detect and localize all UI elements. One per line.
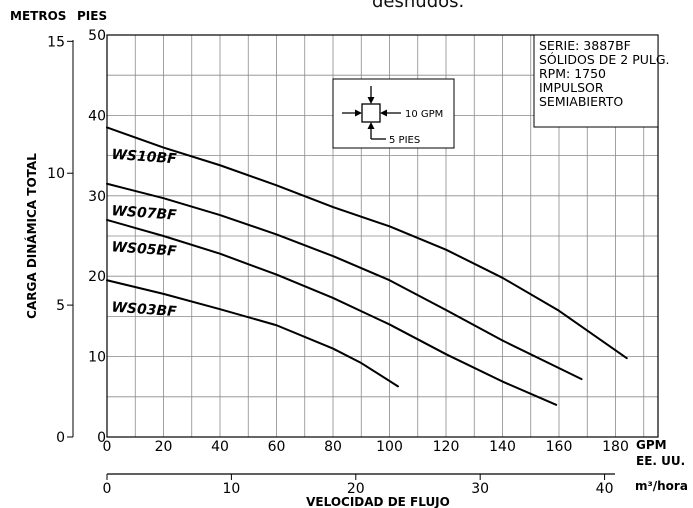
legend-head-label: 5 PIES [389, 135, 420, 146]
x-tick-m3: 0 [103, 481, 112, 497]
gpm-unit-label: GPM [636, 438, 667, 452]
series-label-ws05bf: WS05BF [111, 239, 178, 260]
scale-square [361, 103, 381, 123]
x-tick-m3: 40 [596, 481, 614, 497]
x-tick-m3: 20 [347, 481, 365, 497]
info-line-4: IMPULSOR [539, 80, 604, 95]
y-tick-meters: 15 [47, 34, 65, 50]
arrow-right-icon [355, 109, 362, 117]
x-tick-gpm: 20 [155, 439, 173, 455]
series-label-ws10bf: WS10BF [111, 147, 178, 168]
x-tick-gpm: 160 [546, 439, 573, 455]
y-tick-feet: 20 [88, 269, 106, 285]
y-tick-meters: 10 [47, 166, 65, 182]
y-tick-feet: 10 [88, 350, 106, 366]
arrow-down-icon [367, 97, 375, 104]
info-line-2: SÓLIDOS DE 2 PULG. [539, 52, 670, 67]
arrow-up-icon [367, 122, 375, 129]
y-tick-feet: 0 [97, 430, 106, 446]
arrow-left-icon [380, 109, 387, 117]
info-line-1: SERIE: 3887BF [539, 38, 631, 53]
series-line-ws07bf [106, 182, 583, 381]
x-tick-gpm: 60 [268, 439, 286, 455]
series-label-ws03bf: WS03BF [111, 300, 178, 321]
x-tick-gpm: 120 [433, 439, 460, 455]
info-line-5: SEMIABIERTO [539, 94, 623, 109]
series-line-ws03bf [106, 279, 399, 388]
y-tick-meters: 0 [56, 430, 65, 446]
curve-layer: WS10BF WS07BF WS05BF WS03BF [106, 126, 628, 406]
x-tick-gpm: 140 [489, 439, 516, 455]
meters-axis-title: METROS [10, 9, 66, 23]
grid-layer [107, 35, 658, 437]
x-tick-gpm: 0 [103, 439, 112, 455]
scale-legend-box: 10 GPM 5 PIES [332, 78, 455, 149]
gpm-unit-sublabel: EE. UU. [636, 454, 685, 468]
y-tick-feet: 30 [88, 189, 106, 205]
y-tick-feet: 50 [88, 28, 106, 44]
series-line-ws05bf [106, 218, 558, 406]
legend-flow-label: 10 GPM [405, 109, 443, 120]
y-axis-label: CARGA DINÁMICA TOTAL [24, 153, 39, 319]
plot-frame [106, 34, 659, 438]
x-tick-gpm: 80 [324, 439, 342, 455]
pump-info-box: SERIE: 3887BF SÓLIDOS DE 2 PULG. RPM: 17… [533, 34, 670, 128]
series-line-ws10bf [106, 126, 628, 360]
x-axis-label: VELOCIDAD DE FLUJO [306, 495, 450, 508]
series-label-ws07bf: WS07BF [111, 203, 178, 224]
clipped-caption-text: desnudos. [372, 0, 465, 12]
x-tick-gpm: 40 [211, 439, 229, 455]
x-tick-gpm: 100 [376, 439, 403, 455]
info-line-3: RPM: 1750 [539, 66, 606, 81]
m3-unit-label: m³/hora [635, 479, 688, 493]
x-tick-gpm: 180 [602, 439, 629, 455]
x-tick-m3: 10 [222, 481, 240, 497]
feet-axis-title: PIES [77, 9, 107, 23]
y-tick-feet: 40 [88, 108, 106, 124]
y-tick-meters: 5 [56, 298, 65, 314]
x-tick-m3: 30 [471, 481, 489, 497]
